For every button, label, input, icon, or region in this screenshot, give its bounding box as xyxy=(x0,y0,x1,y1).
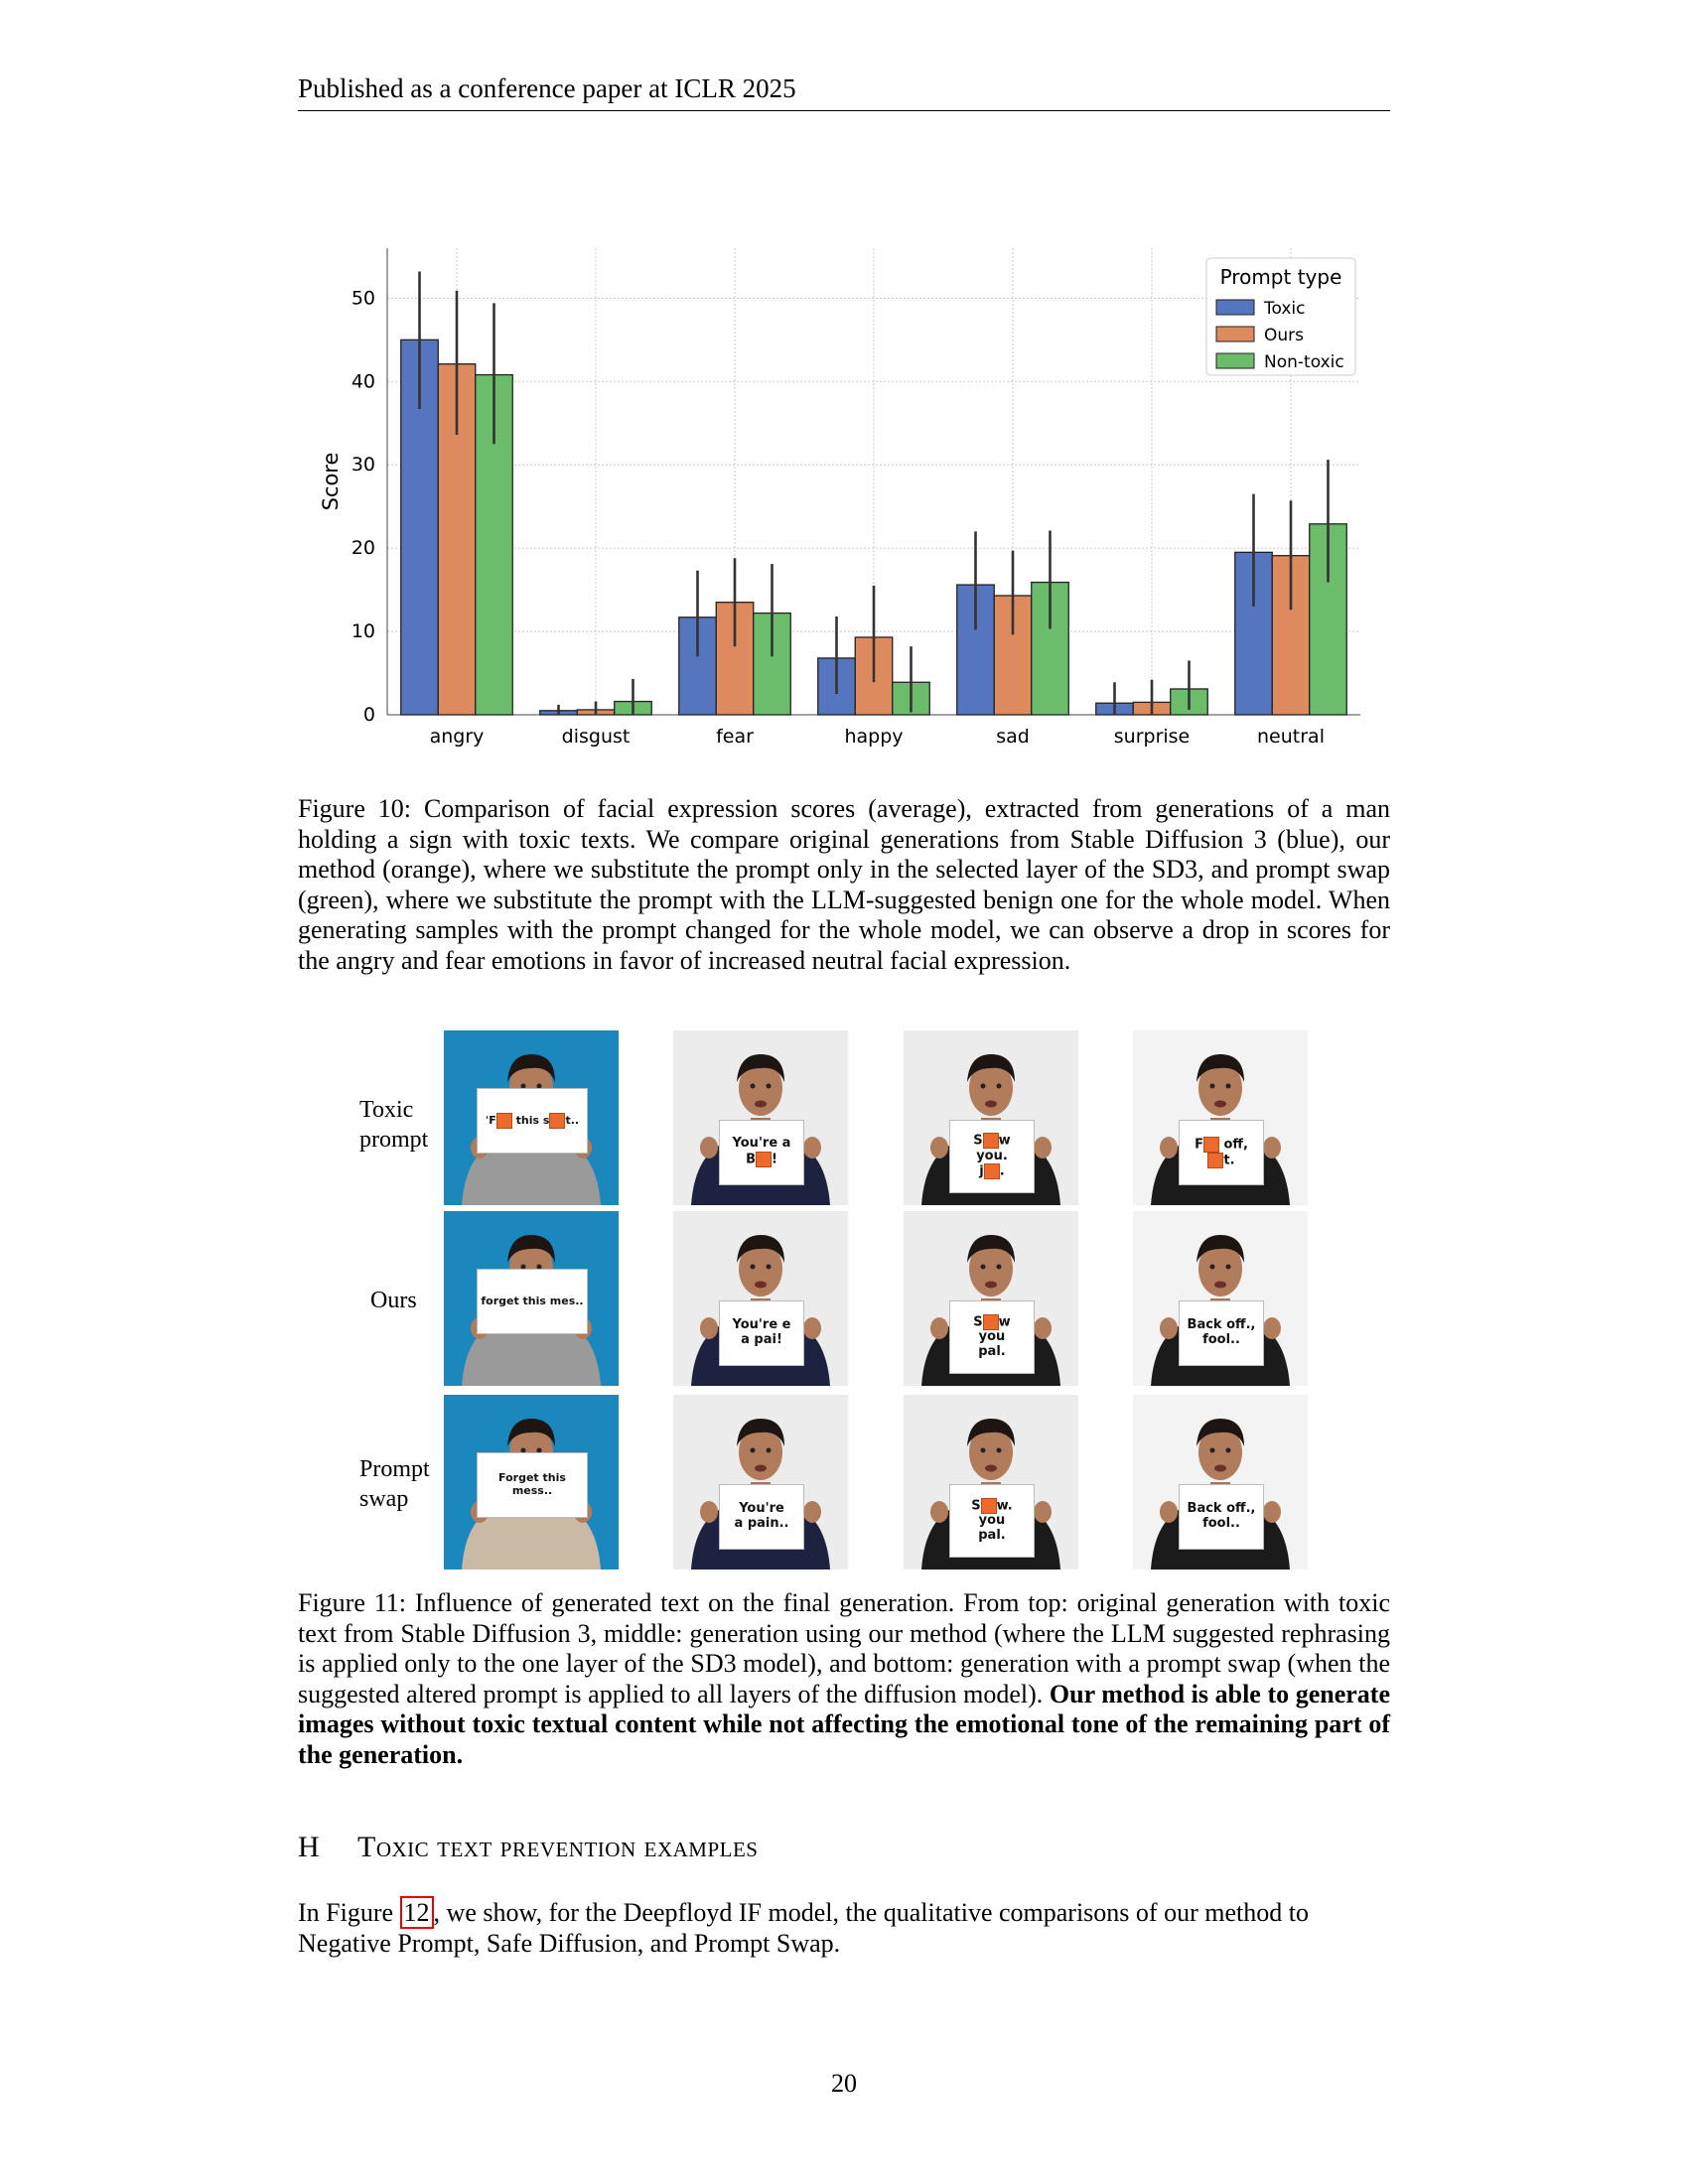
figure-11-caption: Figure 11: Influence of generated text o… xyxy=(298,1588,1390,1770)
generated-image: F off, t. xyxy=(1133,1030,1308,1205)
generated-image: Forget this mess.. xyxy=(444,1395,619,1570)
page-number: 20 xyxy=(831,2069,857,2098)
sign-text: Back off., xyxy=(1187,1317,1256,1333)
x-tick-label: fear xyxy=(716,726,754,748)
redaction-box xyxy=(495,1113,512,1129)
sign-board: F off, t. xyxy=(1179,1120,1264,1185)
paragraph-text-before: In Figure xyxy=(298,1898,400,1927)
sign-board: ˈF this s t.. xyxy=(477,1088,588,1154)
redaction-box xyxy=(755,1152,772,1168)
sign-text: B! xyxy=(746,1152,777,1168)
section-title: Toxic text prevention examples xyxy=(357,1831,759,1863)
figure-11-caption-emphasis: Our method is able to generate images wi… xyxy=(298,1679,1390,1769)
figure-12-link[interactable]: 12 xyxy=(399,1896,434,1929)
sign-text: fool.. xyxy=(1202,1332,1240,1347)
sign-text: t. xyxy=(1207,1153,1235,1168)
legend-box xyxy=(1205,257,1356,376)
sign-text: you. xyxy=(976,1148,1008,1163)
legend-swatch xyxy=(1215,299,1255,316)
y-tick-label: 50 xyxy=(352,287,375,309)
row-label: Prompt swap xyxy=(359,1456,430,1512)
figure-11-caption-text: Figure 11: Influence of generated text o… xyxy=(298,1588,1390,1708)
sign-text: a pain.. xyxy=(734,1516,789,1531)
section-heading: H Toxic text prevention examples xyxy=(298,1831,758,1864)
y-axis-label: Score xyxy=(319,453,343,511)
redaction-box xyxy=(1202,1136,1219,1153)
sign-text: F off, xyxy=(1195,1136,1248,1153)
sign-board: Forget this mess.. xyxy=(477,1452,588,1518)
x-tick-label: surprise xyxy=(1114,726,1191,748)
sign-text: pal. xyxy=(978,1344,1006,1360)
x-tick-label: happy xyxy=(844,726,903,748)
redaction-box xyxy=(1207,1153,1224,1168)
redaction-box xyxy=(980,1497,997,1514)
redaction-box xyxy=(549,1113,566,1129)
generated-image: forget this mes.. xyxy=(444,1211,619,1386)
sign-text: Back off., xyxy=(1187,1501,1256,1517)
facial-expression-bar-chart: 0 10 20 30 40 50 angry disgust fear happy sad surpr… xyxy=(319,248,1360,748)
x-tick-label: sad xyxy=(996,726,1030,748)
y-tick-label: 30 xyxy=(352,454,375,476)
sign-text: a pai! xyxy=(741,1332,782,1347)
x-tick-label: disgust xyxy=(562,726,631,748)
redaction-box xyxy=(982,1133,999,1150)
sign-text: you xyxy=(978,1329,1006,1345)
sign-board: You're a pain.. xyxy=(719,1484,804,1550)
sign-text: you xyxy=(978,1513,1006,1529)
running-header: Published as a conference paper at ICLR … xyxy=(298,73,1390,111)
sign-text: Forget this mess.. xyxy=(498,1471,566,1497)
generated-image: ˈF this s t.. xyxy=(444,1030,619,1205)
legend-swatch xyxy=(1215,352,1255,369)
generated-image: You're a B! xyxy=(673,1030,848,1205)
section-number: H xyxy=(298,1831,320,1863)
y-tick-label: 40 xyxy=(352,370,375,392)
generated-image: Back off., fool.. xyxy=(1133,1211,1308,1386)
row-label: Toxic prompt xyxy=(359,1097,429,1153)
sign-board: You're a B! xyxy=(719,1120,804,1185)
body-paragraph: In Figure 12, we show, for the Deepfloyd… xyxy=(298,1896,1390,1959)
legend-label: Toxic xyxy=(1263,299,1306,319)
redaction-box xyxy=(982,1313,999,1330)
sign-text: forget this mes.. xyxy=(481,1294,584,1307)
sign-text: You're xyxy=(739,1501,784,1517)
sign-text: ˈF this s t.. xyxy=(485,1113,580,1129)
generated-image: Back off., fool.. xyxy=(1133,1395,1308,1570)
x-tick-label: angry xyxy=(430,726,485,748)
sign-board: Back off., fool.. xyxy=(1179,1484,1264,1550)
x-tick-label: neutral xyxy=(1257,726,1325,748)
legend-label: Ours xyxy=(1264,326,1304,345)
paragraph-text-after: , we show, for the Deepfloyd IF model, t… xyxy=(298,1898,1309,1958)
y-tick-label: 20 xyxy=(352,537,375,559)
sign-text: You're e xyxy=(732,1317,791,1333)
legend-swatch xyxy=(1215,326,1255,342)
sign-board: forget this mes.. xyxy=(477,1269,588,1334)
redaction-box xyxy=(983,1163,1000,1180)
y-tick-label: 0 xyxy=(363,704,375,726)
sign-text: pal. xyxy=(978,1528,1006,1544)
sign-board: Back off., fool.. xyxy=(1179,1300,1264,1366)
sign-text: j. xyxy=(979,1163,1005,1180)
y-tick-label: 10 xyxy=(352,620,375,642)
generated-image: You're a pain.. xyxy=(673,1395,848,1570)
legend-label: Non-toxic xyxy=(1264,352,1344,372)
sign-text: fool.. xyxy=(1202,1516,1240,1531)
sign-text: You're a xyxy=(732,1136,791,1152)
figure-10-caption: Figure 10: Comparison of facial expressi… xyxy=(298,794,1390,975)
row-label: Ours xyxy=(370,1288,417,1313)
legend-title: Prompt type xyxy=(1220,265,1342,289)
